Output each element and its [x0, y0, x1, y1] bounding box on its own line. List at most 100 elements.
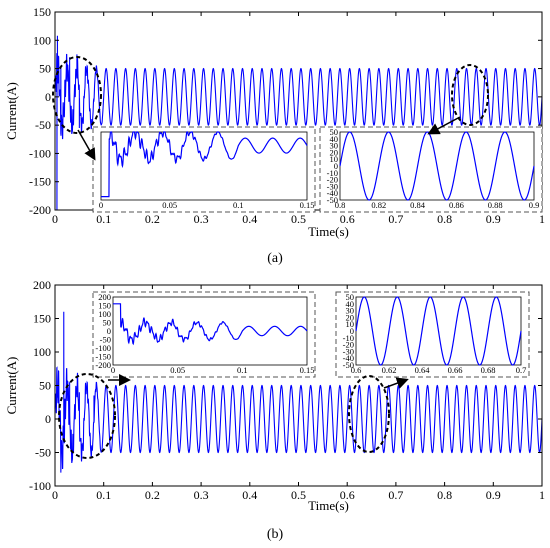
inset-series-line [355, 296, 522, 366]
x-tick-label: 0.7 [388, 212, 403, 226]
x-tick-label: 0.5 [291, 212, 306, 226]
y-axis-label: Current(A) [4, 357, 19, 415]
zoom-arrow [383, 377, 409, 389]
inset-y-tick-label: 0 [107, 326, 111, 336]
inset-y-tick-label: 0 [334, 161, 338, 171]
inset-x-tick-label: 0 [111, 365, 115, 375]
inset-y-tick-label: 50 [346, 292, 355, 302]
y-tick-label: -150 [29, 175, 51, 189]
x-tick-label: 0 [52, 488, 58, 502]
x-tick-label: 0 [52, 212, 58, 226]
x-tick-label: 0.4 [242, 212, 257, 226]
inset-y-tick-label: -30 [343, 346, 354, 356]
x-tick-label: 0.8 [437, 212, 452, 226]
x-tick-label: 1 [539, 488, 545, 502]
y-tick-label: -100 [29, 479, 51, 493]
series-line-current [54, 311, 543, 473]
x-tick-label: 0.7 [388, 488, 403, 502]
inset-x-tick-label: 0.82 [371, 200, 386, 210]
inset-x-tick-label: 0.6 [351, 365, 362, 375]
x-tick-label: 0.8 [437, 488, 452, 502]
inset-x-tick-label: 0.1 [233, 200, 244, 210]
inset-y-tick-label: 150 [98, 301, 111, 311]
inset-x-tick-label: 0.05 [162, 200, 177, 210]
y-tick-label: -200 [29, 203, 51, 217]
x-tick-label: 0.5 [291, 488, 306, 502]
x-tick-label: 0.9 [486, 488, 501, 502]
zoom-ellipse [348, 375, 390, 453]
inset-y-tick-label: 20 [346, 312, 355, 322]
y-tick-label: 50 [39, 62, 51, 76]
inset-1: 0.8 0.82 0.84 0.86 0.88 0.950403020100-10-20-… [319, 126, 543, 213]
inset-y-tick-label: 10 [346, 319, 355, 329]
inset-x-tick-label: 0.15 [300, 200, 315, 210]
inset-y-tick-label: 50 [103, 318, 112, 328]
y-tick-label: 0 [45, 412, 51, 426]
zoom-ellipse [451, 64, 489, 126]
inset-x-tick-label: 0.62 [382, 365, 397, 375]
inset-x-tick-label: 0.88 [488, 200, 503, 210]
y-tick-label: -100 [29, 146, 51, 160]
inset-y-tick-label: 40 [346, 299, 355, 309]
inset-x-tick-label: 0.64 [415, 365, 431, 375]
x-tick-label: 0.9 [486, 212, 501, 226]
inset-y-tick-label: -30 [327, 181, 338, 191]
inset-y-tick-label: 30 [346, 306, 355, 316]
x-tick-label: 0.1 [96, 212, 111, 226]
inset-0: 0 0.05 0.1 0.15 [92, 126, 316, 213]
y-tick-label: 100 [33, 345, 51, 359]
zoom-ellipse [58, 373, 116, 459]
inset-x-tick-label: 0.68 [481, 365, 496, 375]
inset-y-tick-label: 200 [98, 292, 111, 302]
inset-y-tick-label: -40 [343, 353, 354, 363]
y-tick-label: 100 [33, 33, 51, 47]
inset-y-tick-label: -200 [95, 360, 111, 370]
inset-series-line [339, 131, 535, 201]
inset-y-tick-label: -50 [327, 195, 338, 205]
chart-panel-b: 0 0.1 0.2 0.3 0.4 0.5 0.6 0.7 0.8 0.9 120015010050… [4, 278, 545, 542]
inset-y-tick-label: -40 [327, 188, 338, 198]
x-tick-label: 0.3 [194, 488, 209, 502]
inset-x-tick-label: 0.1 [237, 365, 248, 375]
x-tick-label: 0.4 [242, 488, 257, 502]
x-axis-label: Time(s) [308, 498, 349, 513]
inset-y-tick-label: -100 [95, 343, 111, 353]
inset-x-tick-label: 0.15 [300, 365, 315, 375]
x-axis-label: Time(s) [308, 224, 349, 239]
inset-y-tick-label: 50 [330, 127, 339, 137]
y-tick-label: 200 [33, 278, 51, 292]
y-tick-label: 0 [45, 90, 51, 104]
inset-x-tick-label: 0.84 [410, 200, 426, 210]
y-tick-label: 150 [33, 5, 51, 19]
inset-x-tick-label: 0.7 [516, 365, 527, 375]
inset-y-tick-label: -150 [95, 352, 111, 362]
panel-label: (a) [267, 251, 283, 266]
inset-x-tick-label: 0.05 [170, 365, 185, 375]
inset-y-tick-label: 20 [330, 147, 339, 157]
zoom-arrow [427, 116, 461, 135]
inset-y-tick-label: -10 [343, 333, 354, 343]
inset-y-tick-label: -20 [327, 175, 338, 185]
inset-x-tick-label: 0.86 [449, 200, 464, 210]
inset-1: 0.6 0.62 0.64 0.66 0.68 0.750403020100-10-20-… [335, 291, 530, 378]
inset-series-line [101, 131, 308, 198]
inset-y-tick-label: 0 [350, 326, 354, 336]
inset-y-tick-label: -50 [343, 360, 354, 370]
inset-y-tick-label: -50 [100, 335, 111, 345]
x-tick-label: 1 [539, 212, 545, 226]
x-tick-label: 0.6 [340, 488, 355, 502]
y-axis-label: Current(A) [4, 82, 19, 140]
inset-x-tick-label: 0 [99, 200, 103, 210]
y-tick-label: 150 [33, 312, 51, 326]
x-tick-label: 0.1 [96, 488, 111, 502]
x-tick-label: 0.3 [194, 212, 209, 226]
y-tick-label: -50 [35, 446, 51, 460]
zoom-arrow [77, 129, 96, 161]
chart-panel-a: 0 0.1 0.2 0.3 0.4 0.5 0.6 0.7 0.8 0.9 1150100500-5… [4, 5, 545, 266]
panel-label: (b) [267, 527, 284, 542]
inset-y-tick-label: 10 [330, 154, 339, 164]
inset-x-tick-label: 0.8 [335, 200, 346, 210]
x-tick-label: 0.6 [340, 212, 355, 226]
